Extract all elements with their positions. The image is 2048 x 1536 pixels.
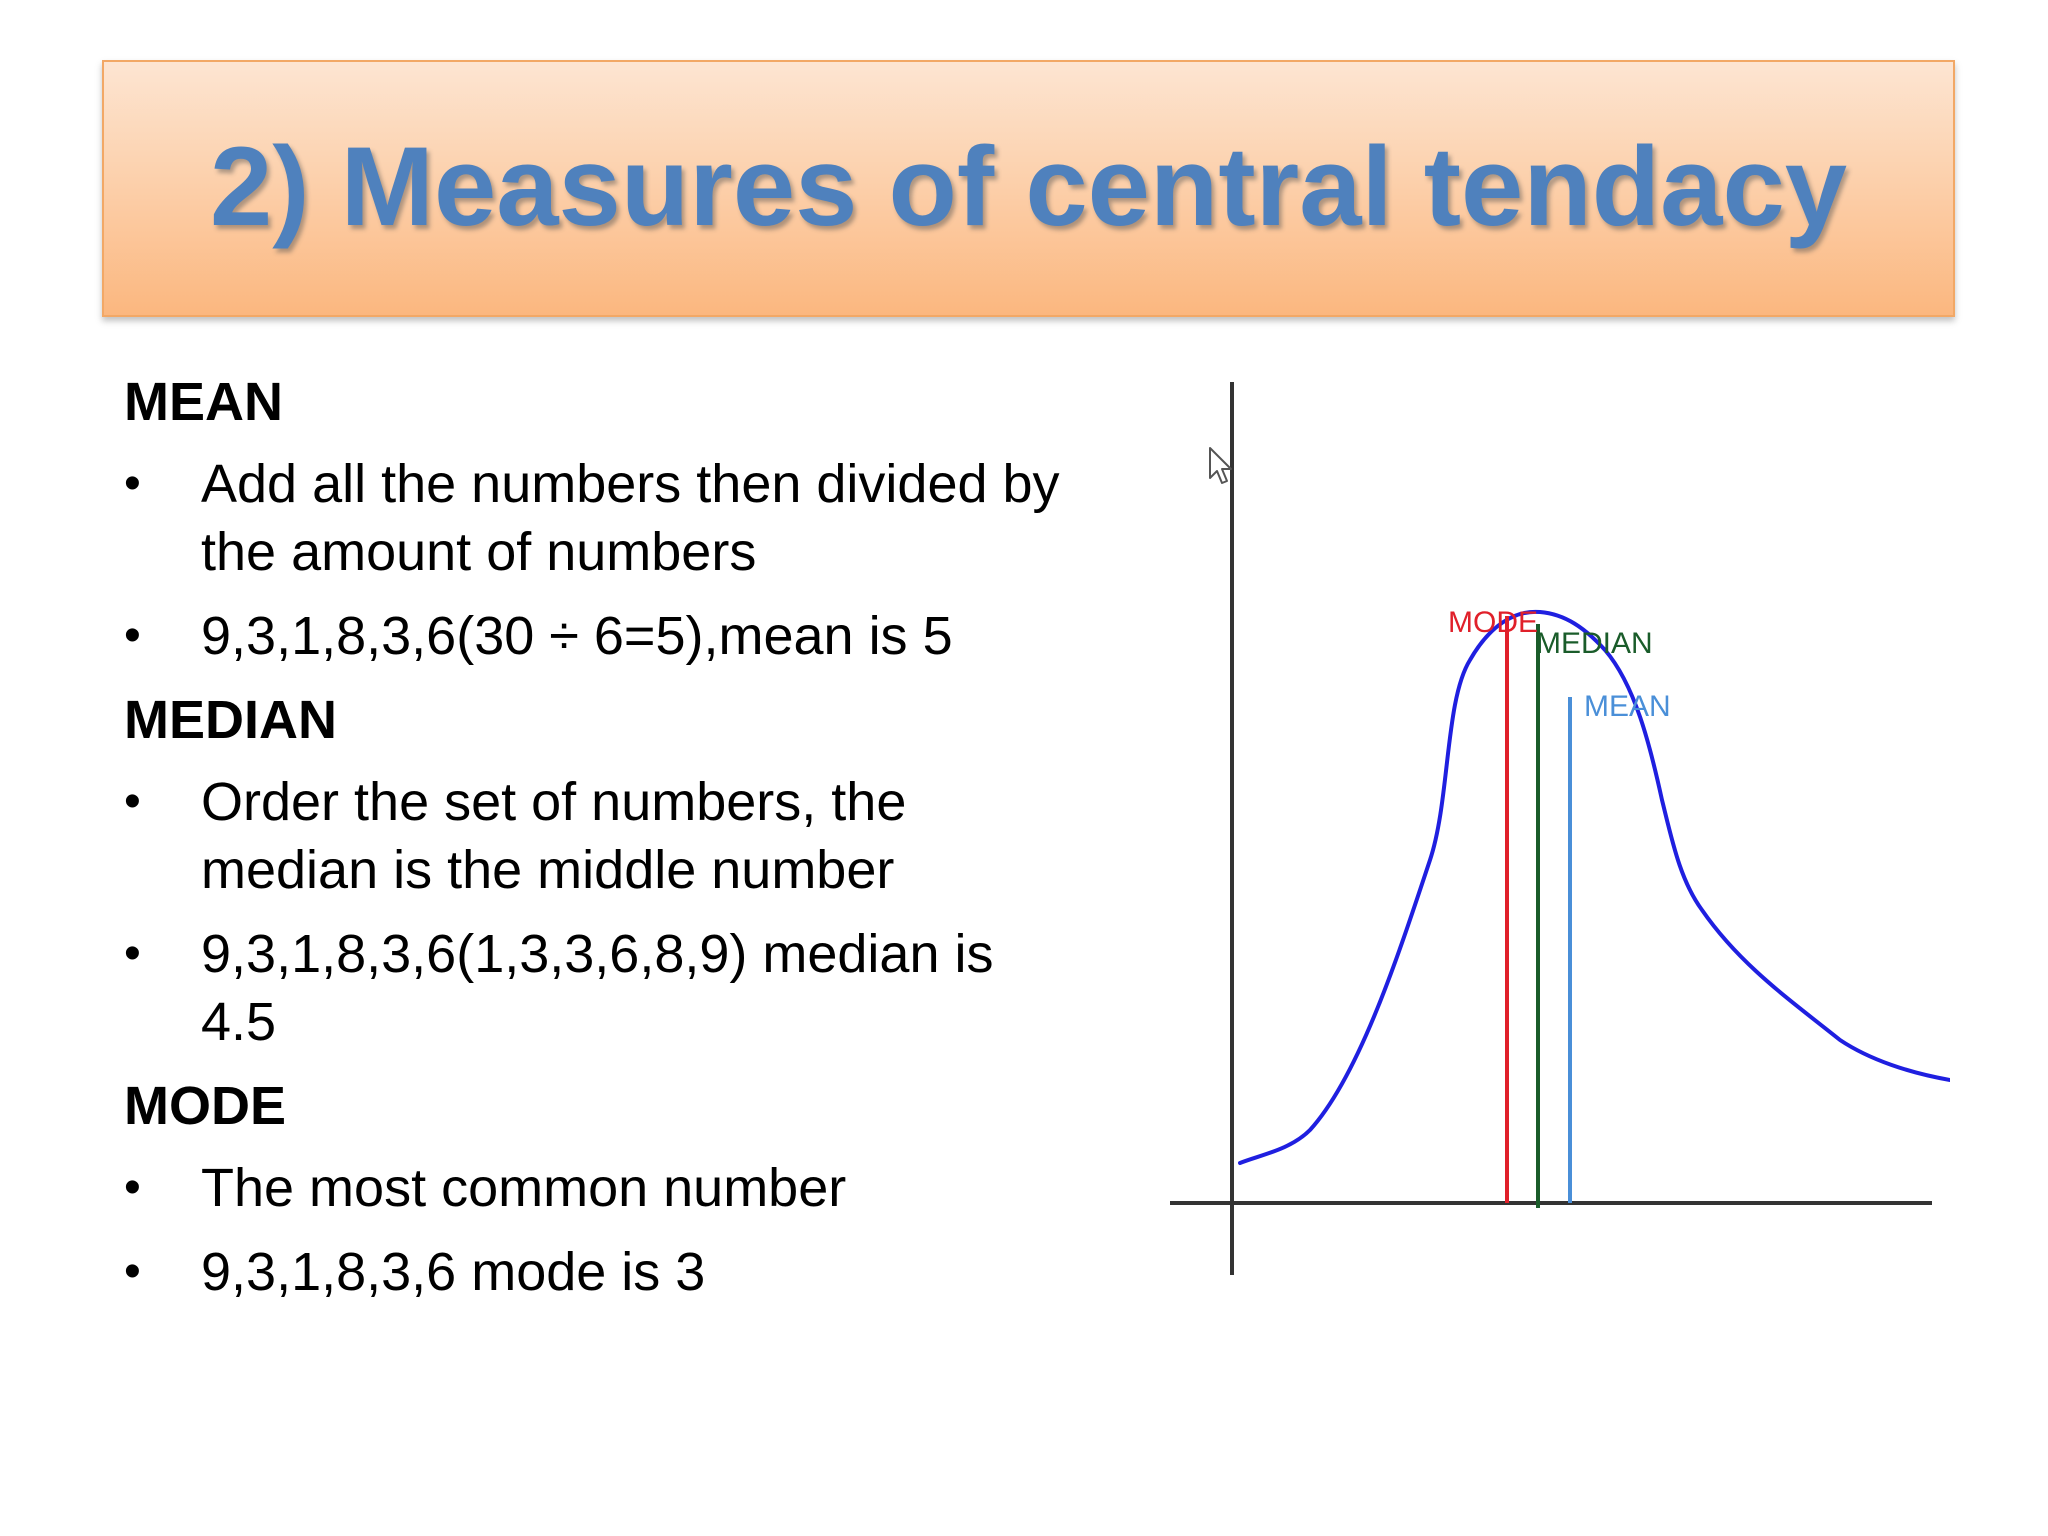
bullet-text: 9,3,1,8,3,6 mode is 3 [201, 1242, 706, 1302]
title-banner: 2) Measures of central tendacy [102, 60, 1955, 317]
slide-body: MEAN • Add all the numbers then divided … [124, 368, 1084, 1322]
section-heading-median: MEDIAN [124, 690, 337, 750]
mouse-pointer-icon [1209, 447, 1232, 484]
mean-label: MEAN [1584, 690, 1671, 723]
bullet-dot-icon: • [124, 1161, 141, 1214]
bullet-text: 9,3,1,8,3,6(1,3,3,6,8,9) median is 4.5 [201, 924, 994, 1052]
bullet-item: • The most common number [124, 1154, 1101, 1222]
section-heading-mean: MEAN [124, 372, 283, 432]
bullet-dot-icon: • [124, 609, 141, 662]
bullet-dot-icon: • [124, 775, 141, 828]
bullet-dot-icon: • [124, 457, 141, 510]
section-heading-mode: MODE [124, 1076, 286, 1136]
slide-title: 2) Measures of central tendacy [209, 124, 1848, 249]
bullet-text: Order the set of numbers, the median is … [201, 772, 907, 900]
bullet-dot-icon: • [124, 927, 141, 980]
bullet-item: • 9,3,1,8,3,6 mode is 3 [124, 1238, 1101, 1306]
bullet-item: • 9,3,1,8,3,6(1,3,3,6,8,9) median is 4.5 [124, 920, 1081, 1056]
median-label: MEDIAN [1536, 627, 1653, 660]
bullet-item: • Add all the numbers then divided by th… [124, 450, 1101, 586]
distribution-curve [1238, 609, 1950, 1165]
bullet-text: The most common number [201, 1158, 847, 1218]
mode-label: MODE [1448, 606, 1538, 639]
skewed-distribution-diagram: MODE MEDIAN MEAN [1170, 382, 1950, 1275]
bullet-item: • Order the set of numbers, the median i… [124, 768, 1061, 904]
bullet-text: 9,3,1,8,3,6(30 ÷ 6=5),mean is 5 [201, 606, 953, 666]
bullet-dot-icon: • [124, 1245, 141, 1298]
bullet-item: • 9,3,1,8,3,6(30 ÷ 6=5),mean is 5 [124, 602, 1101, 670]
bullet-text: Add all the numbers then divided by the … [201, 454, 1060, 582]
